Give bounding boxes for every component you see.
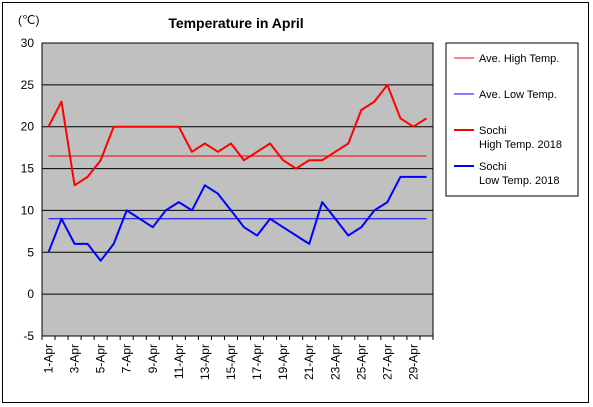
- chart-title: Temperature in April: [168, 15, 303, 31]
- x-tick-label: 29-Apr: [406, 344, 420, 380]
- legend-label-3: Sochi Low Temp. 2018: [479, 161, 560, 187]
- x-tick-label: 3-Apr: [68, 344, 82, 373]
- legend-box: [445, 42, 579, 197]
- y-unit-label: (℃): [18, 13, 39, 27]
- legend-label-1: Ave. Low Temp.: [479, 89, 557, 101]
- series-line-3: [47, 175, 427, 262]
- plot-background: [41, 42, 434, 337]
- y-tick-label: 15: [21, 162, 35, 176]
- y-tick-label: 25: [21, 78, 35, 92]
- legend: Ave. High Temp. Ave. Low Temp. Sochi High T…: [445, 42, 579, 197]
- x-tick-label: 9-Apr: [146, 344, 160, 373]
- x-tick-label: 19-Apr: [276, 344, 290, 380]
- legend-label-2: Sochi High Temp. 2018: [479, 125, 562, 151]
- y-tick-label: -5: [23, 329, 34, 343]
- y-tick-label: 20: [21, 120, 35, 134]
- x-tick-label: 11-Apr: [172, 344, 186, 379]
- x-tick-label: 23-Apr: [328, 344, 342, 380]
- y-tick-label: 5: [27, 245, 34, 259]
- y-tick-label: 30: [21, 36, 35, 50]
- x-tick-label: 7-Apr: [120, 344, 134, 373]
- series-line-2: [47, 83, 428, 187]
- legend-label-0: Ave. High Temp.: [479, 53, 559, 65]
- x-tick-label: 5-Apr: [94, 344, 108, 373]
- plot-area: 30 25 20 15 10 5 0 -5 1-Apr 3-Apr 5-Apr 7-Apr 9-Apr 1…: [21, 36, 434, 380]
- x-tick-label: 1-Apr: [42, 344, 56, 373]
- x-tick-label: 17-Apr: [250, 344, 264, 380]
- y-tick-label: 0: [27, 287, 34, 301]
- x-tick-label: 21-Apr: [302, 344, 316, 380]
- x-tick-label: 13-Apr: [198, 344, 212, 380]
- x-tick-label: 25-Apr: [354, 344, 368, 380]
- x-tick-label: 15-Apr: [224, 344, 238, 380]
- y-tick-label: 10: [21, 203, 35, 217]
- x-tick-label: 27-Apr: [380, 344, 394, 380]
